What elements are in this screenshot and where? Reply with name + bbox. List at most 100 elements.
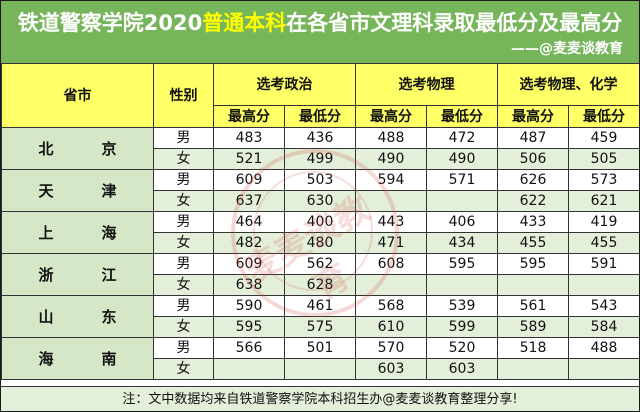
title-prefix: 铁道警察学院2020 <box>17 11 203 35</box>
max-score-cell: 490 <box>355 148 427 170</box>
header-gender: 性别 <box>153 63 214 128</box>
max-score-cell <box>497 358 569 380</box>
gender-cell: 女 <box>153 358 214 380</box>
header-group-politics: 选考政治 <box>213 63 356 106</box>
max-score-cell: 443 <box>355 211 427 233</box>
subheader-max: 最高分 <box>213 105 285 128</box>
max-score-cell: 609 <box>213 169 285 191</box>
min-score-cell <box>568 358 639 380</box>
header-group-physics-chemistry: 选考物理、化学 <box>497 63 639 106</box>
gender-cell: 男 <box>153 169 214 191</box>
gender-cell: 男 <box>153 127 214 149</box>
max-score-cell: 482 <box>213 232 285 254</box>
max-score-cell: 488 <box>355 127 427 149</box>
gender-cell: 女 <box>153 232 214 254</box>
footnote: 注：文中数据均来自铁道警察学院本科招生办@麦麦谈教育整理分享! <box>1 386 639 411</box>
table-row: 天津男 609 503 594 571 626 573 <box>1 169 639 212</box>
max-score-cell: 433 <box>497 211 569 233</box>
gender-cell: 女 <box>153 316 214 338</box>
min-score-cell: 499 <box>284 148 356 170</box>
province-char: 东 <box>101 307 117 326</box>
max-score-cell: 638 <box>213 274 285 296</box>
min-score-cell: 455 <box>568 232 639 254</box>
gender-cell: 女 <box>153 190 214 212</box>
min-score-cell: 505 <box>568 148 639 170</box>
subheader-min: 最低分 <box>568 105 639 128</box>
table-row: 女 638 628 <box>2 274 639 296</box>
max-score-cell: 609 <box>213 253 285 275</box>
min-score-cell: 436 <box>284 127 356 149</box>
min-score-cell <box>426 190 498 212</box>
max-score-cell: 570 <box>355 337 427 359</box>
min-score-cell: 584 <box>568 316 639 338</box>
max-score-cell: 595 <box>213 316 285 338</box>
table-row: 北京男 483 436 488 472 487 459 <box>1 127 639 170</box>
subheader-max: 最高分 <box>355 105 427 128</box>
header-province: 省市 <box>1 63 154 128</box>
max-score-cell: 471 <box>355 232 427 254</box>
min-score-cell: 571 <box>426 169 498 191</box>
province-name: 山东 <box>1 295 154 338</box>
min-score-cell: 434 <box>426 232 498 254</box>
province-char: 天 <box>38 181 54 200</box>
table-row: 海南男 566 501 570 520 518 488 <box>1 337 639 380</box>
min-score-cell: 400 <box>284 211 356 233</box>
province-name: 浙江 <box>1 253 154 296</box>
min-score-cell: 603 <box>426 358 498 380</box>
score-table: 省市 性别 选考政治 选考物理 选考物理、化学 最高分 最低分 最高分 最低分 … <box>1 63 639 380</box>
table-row: 浙江男 609 562 608 595 595 591 <box>1 253 639 296</box>
min-score-cell: 459 <box>568 127 639 149</box>
max-score-cell: 637 <box>213 190 285 212</box>
min-score-cell: 628 <box>284 274 356 296</box>
gender-cell: 男 <box>153 211 214 233</box>
max-score-cell: 608 <box>355 253 427 275</box>
max-score-cell: 568 <box>355 295 427 317</box>
table-row: 女 595 575 610 599 589 584 <box>2 316 639 338</box>
min-score-cell: 630 <box>284 190 356 212</box>
gender-cell: 男 <box>153 337 214 359</box>
subheader-min: 最低分 <box>284 105 356 128</box>
province-char: 浙 <box>38 265 54 284</box>
min-score-cell <box>284 358 356 380</box>
province-char: 津 <box>101 181 117 200</box>
province-char: 海 <box>38 349 54 368</box>
max-score-cell: 566 <box>213 337 285 359</box>
province-char: 江 <box>101 265 117 284</box>
max-score-cell: 595 <box>497 253 569 275</box>
min-score-cell: 595 <box>426 253 498 275</box>
max-score-cell: 521 <box>213 148 285 170</box>
max-score-cell: 561 <box>497 295 569 317</box>
min-score-cell: 543 <box>568 295 639 317</box>
min-score-cell: 490 <box>426 148 498 170</box>
province-char: 上 <box>38 223 54 242</box>
gender-cell: 女 <box>153 148 214 170</box>
min-score-cell: 501 <box>284 337 356 359</box>
max-score-cell <box>213 358 285 380</box>
province-char: 海 <box>101 223 117 242</box>
max-score-cell: 603 <box>355 358 427 380</box>
min-score-cell: 480 <box>284 232 356 254</box>
min-score-cell: 520 <box>426 337 498 359</box>
table-row: 上海男 464 400 443 406 433 419 <box>1 211 639 254</box>
gender-cell: 男 <box>153 253 214 275</box>
title-highlight: 普通本科 <box>202 11 287 35</box>
max-score-cell <box>355 190 427 212</box>
min-score-cell: 599 <box>426 316 498 338</box>
min-score-cell: 575 <box>284 316 356 338</box>
min-score-cell <box>568 274 639 296</box>
table-row: 女 603 603 <box>2 358 639 380</box>
gender-cell: 女 <box>153 274 214 296</box>
title-banner: 铁道警察学院2020普通本科在各省市文理科录取最低分及最高分 ——@麦麦谈教育 <box>1 1 639 63</box>
max-score-cell <box>497 274 569 296</box>
min-score-cell: 488 <box>568 337 639 359</box>
min-score-cell: 573 <box>568 169 639 191</box>
min-score-cell: 419 <box>568 211 639 233</box>
max-score-cell: 622 <box>497 190 569 212</box>
min-score-cell: 472 <box>426 127 498 149</box>
title-suffix: 在各省市文理科录取最低分及最高分 <box>286 11 623 35</box>
header-group-physics: 选考物理 <box>355 63 498 106</box>
max-score-cell <box>355 274 427 296</box>
min-score-cell: 406 <box>426 211 498 233</box>
max-score-cell: 626 <box>497 169 569 191</box>
